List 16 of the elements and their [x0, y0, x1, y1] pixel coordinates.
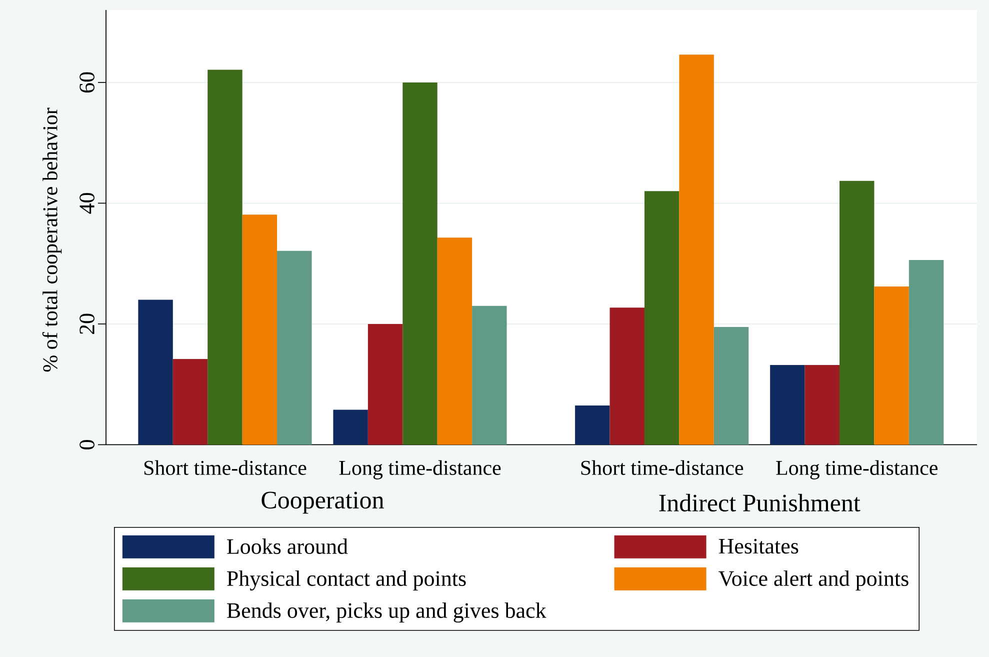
y-axis-title: % of total cooperative behavior	[42, 108, 62, 372]
legend-label: Physical contact and points	[227, 570, 466, 591]
y-tick-label: 0	[80, 440, 94, 450]
x-tick-label: Short time-distance	[581, 460, 744, 476]
text: Indirect Punishment	[659, 494, 860, 512]
y-tick-label: 40	[80, 193, 94, 214]
x-tick-label: Long time-distance	[776, 460, 938, 480]
y-tick-label: 60	[80, 72, 94, 93]
x-tick-label: Short time-distance	[144, 460, 306, 476]
legend-label: Looks around	[227, 538, 348, 554]
legend-label: Bends over, picks up and gives back	[227, 602, 546, 623]
legend-label: Voice alert and points	[718, 570, 908, 590]
y-tick-label: 20	[80, 314, 94, 334]
x-tick-label: Long time-distance	[339, 460, 501, 480]
legend-label: Hesitates	[718, 538, 798, 554]
text: Cooperation	[262, 492, 384, 514]
